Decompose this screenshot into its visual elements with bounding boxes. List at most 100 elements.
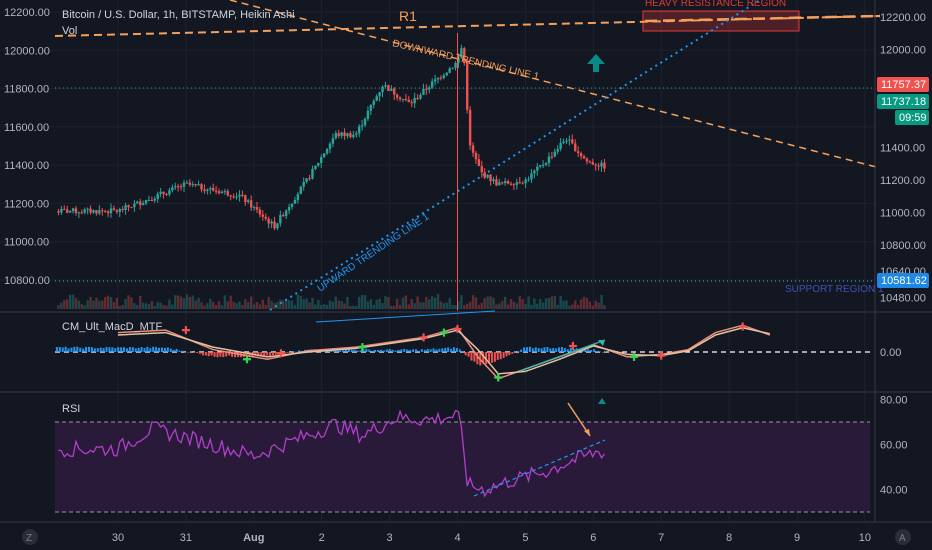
candle-body (258, 209, 262, 215)
macd-hist-bar (213, 352, 216, 357)
candle-body (220, 191, 224, 194)
volume-bar (308, 302, 311, 309)
downward-trending-line (229, 0, 881, 169)
volume-bar (340, 300, 343, 309)
macd-hist-bar (289, 352, 292, 354)
candle-body (375, 96, 378, 101)
volume-bar (492, 297, 495, 309)
macd-hist-bar (514, 351, 517, 353)
volume-bar (448, 297, 451, 309)
volume-bar (252, 304, 256, 309)
volume-bar (71, 294, 75, 309)
macd-cross-marker (243, 355, 252, 364)
volume-bar (571, 304, 574, 309)
volume-bar (244, 298, 247, 309)
z-button[interactable] (22, 529, 38, 545)
candle-body (235, 196, 238, 198)
volume-bar (428, 299, 431, 309)
volume-bar (311, 297, 314, 309)
volume-bar (174, 295, 177, 309)
candle-body (568, 139, 571, 141)
candle-body (159, 191, 162, 194)
macd-pane[interactable]: CM_Ult_MacD_MTF (55, 310, 870, 382)
candle-body (83, 209, 86, 213)
volume-bar (574, 300, 577, 309)
volume-bar (314, 304, 317, 309)
candle-body (352, 134, 355, 138)
candle-body (445, 72, 448, 76)
right-axis-tick: 12200.00 (880, 12, 926, 24)
volume-bar (153, 305, 157, 309)
macd-hist-bar (455, 347, 458, 352)
macd-hist-bar (82, 348, 85, 352)
macd-hist-bar (143, 348, 146, 352)
right-axis-tick: 12000.00 (880, 45, 926, 57)
volume-bar (238, 301, 241, 309)
macd-hist-bar (496, 352, 499, 360)
candle-body (454, 62, 457, 68)
rsi-pane[interactable]: RSI (55, 398, 870, 513)
volume-bar (273, 303, 276, 309)
candle-body (273, 221, 276, 229)
candle-body (255, 207, 259, 210)
candle-body (503, 181, 507, 184)
candle-body (244, 195, 247, 203)
volume-bar (530, 304, 533, 309)
volume-bar (585, 297, 589, 309)
candle-body (553, 151, 557, 157)
volume-bar (305, 298, 308, 309)
candle-body (468, 109, 472, 146)
macd-hist-bar (198, 352, 201, 354)
macd-hist-bar (476, 352, 479, 365)
macd-hist-bar (406, 349, 409, 352)
footer-buttons[interactable]: Z A (22, 529, 911, 545)
volume-bar (360, 294, 364, 309)
macd-hist-bar (558, 347, 561, 352)
volume-bar (576, 304, 580, 309)
a-button[interactable] (895, 529, 911, 545)
up-arrow-icon (587, 54, 605, 72)
candle-body (331, 138, 335, 144)
volume-bar (68, 294, 72, 309)
volume-bar (553, 295, 557, 309)
macd-label: CM_Ult_MacD_MTF (62, 321, 163, 333)
macd-hist-bar (517, 351, 520, 352)
time-axis[interactable]: 30 31 Aug 2 3 4 5 6 7 8 9 10 (112, 532, 871, 544)
candles (57, 33, 606, 311)
volume-label: Vol (62, 25, 77, 37)
candle-body (574, 143, 577, 152)
macd-hist-bar (598, 351, 601, 353)
candle-body (571, 139, 574, 144)
volume-bar (211, 301, 215, 309)
volume-bar (401, 297, 405, 309)
macd-hist-bar (429, 349, 432, 352)
volume-bar (422, 302, 425, 309)
volume-bar (98, 300, 101, 309)
candle-body (290, 203, 294, 207)
candle-body (594, 164, 597, 166)
candle-body (486, 174, 489, 178)
candle-body (401, 98, 405, 100)
volume-bar (139, 295, 142, 309)
volume-bar (217, 301, 221, 309)
macd-hist-bar (365, 348, 368, 352)
volume-bar (284, 299, 288, 309)
macd-hist-bar (137, 347, 140, 352)
candle-body (579, 153, 583, 157)
candle-body (264, 216, 267, 219)
macd-hist-bar (531, 348, 534, 352)
last-price-text: 11757.37 (881, 79, 926, 91)
volume-bar (130, 297, 133, 309)
volume-bar (162, 305, 165, 309)
macd-hist-bar (274, 352, 277, 355)
macd-hist-bar (490, 352, 493, 363)
candle-body (346, 133, 349, 137)
candle-body (512, 184, 516, 186)
volume-bar (515, 303, 519, 309)
volume-bar (147, 304, 151, 309)
volume-bar (594, 300, 597, 309)
right-axis-tick: 11400.00 (880, 142, 925, 154)
candle-body (241, 194, 244, 196)
candle-body (252, 207, 256, 209)
